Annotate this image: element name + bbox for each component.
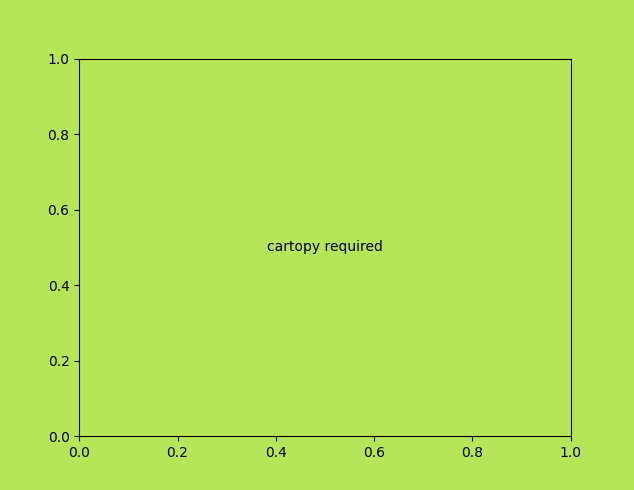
Text: cartopy required: cartopy required: [267, 241, 383, 254]
